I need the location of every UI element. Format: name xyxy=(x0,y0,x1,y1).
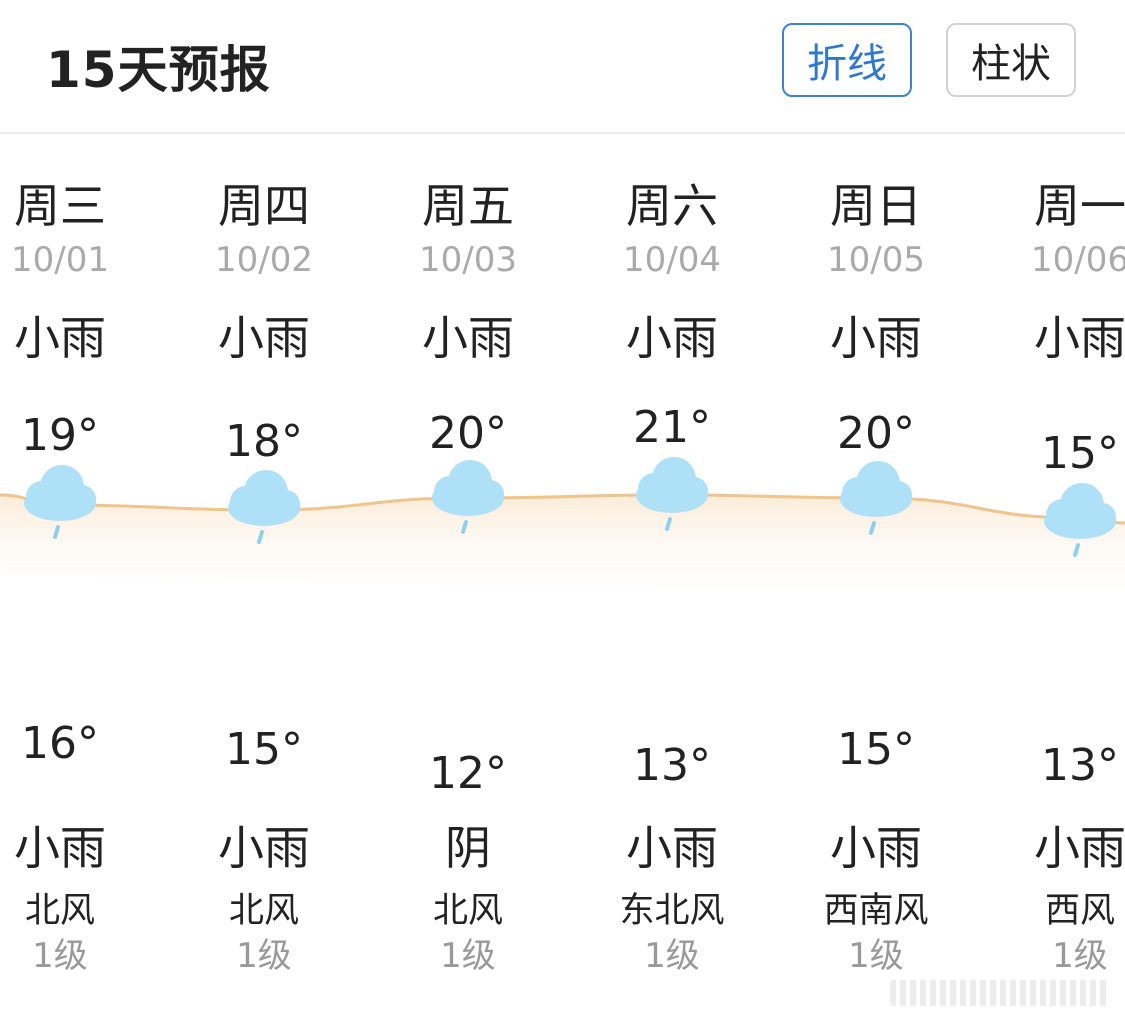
wind-direction-label: 北风 xyxy=(24,891,95,931)
day-weather-label: 小雨 xyxy=(830,311,922,365)
temperature-chart xyxy=(0,457,1125,603)
weekday-label: 周五 xyxy=(422,179,514,233)
wind-level-label: 1级 xyxy=(644,936,700,976)
bar-mode-button[interactable]: 柱状 xyxy=(946,23,1076,97)
wind-level-label: 1级 xyxy=(1052,936,1108,976)
low-temp-label: 16° xyxy=(21,718,99,769)
light-rain-icon xyxy=(840,461,912,535)
wind-direction-label: 西风 xyxy=(1044,891,1115,931)
light-rain-icon xyxy=(432,460,504,534)
wind-direction-label: 北风 xyxy=(228,891,299,931)
weekday-label: 周六 xyxy=(626,179,718,233)
low-temp-label: 13° xyxy=(1041,740,1119,791)
light-rain-icon xyxy=(636,457,708,531)
date-label: 10/06 xyxy=(1031,240,1125,280)
night-weather-label: 小雨 xyxy=(830,821,922,875)
wind-direction-label: 北风 xyxy=(432,891,503,931)
night-weather-label: 小雨 xyxy=(1034,821,1125,875)
line-mode-button[interactable]: 折线 xyxy=(782,23,912,97)
high-temp-label: 21° xyxy=(633,402,711,453)
high-temp-label: 20° xyxy=(837,408,915,459)
night-weather-label: 小雨 xyxy=(218,821,310,875)
day-weather-label: 小雨 xyxy=(422,311,514,365)
weekday-label: 周一 xyxy=(1034,179,1125,233)
light-rain-icon xyxy=(24,465,96,539)
high-temp-line xyxy=(0,493,1125,525)
day-weather-label: 小雨 xyxy=(218,311,310,365)
high-temp-label: 15° xyxy=(1041,428,1119,479)
header: 15天预报 折线 柱状 xyxy=(0,0,1125,134)
wind-level-label: 1级 xyxy=(848,936,904,976)
light-rain-icon xyxy=(1044,483,1116,557)
page-title: 15天预报 xyxy=(46,41,271,99)
night-weather-label: 小雨 xyxy=(14,821,106,875)
date-label: 10/01 xyxy=(11,240,109,280)
weekday-label: 周日 xyxy=(830,179,922,233)
low-temp-label: 13° xyxy=(633,740,711,791)
date-label: 10/03 xyxy=(419,240,517,280)
night-weather-label: 阴 xyxy=(445,821,491,875)
wind-direction-label: 东北风 xyxy=(619,891,725,931)
high-temp-label: 19° xyxy=(21,410,99,461)
weekday-label: 周三 xyxy=(14,179,106,233)
date-label: 10/02 xyxy=(215,240,313,280)
low-temp-label: 15° xyxy=(225,724,303,775)
date-label: 10/05 xyxy=(827,240,925,280)
day-weather-label: 小雨 xyxy=(626,311,718,365)
date-label: 10/04 xyxy=(623,240,721,280)
high-temp-label: 18° xyxy=(225,416,303,467)
day-weather-label: 小雨 xyxy=(1034,311,1125,365)
watermark xyxy=(890,980,1110,1006)
wind-direction-label: 西南风 xyxy=(823,891,929,931)
wind-level-label: 1级 xyxy=(440,936,496,976)
night-weather-label: 小雨 xyxy=(626,821,718,875)
wind-level-label: 1级 xyxy=(32,936,88,976)
day-weather-label: 小雨 xyxy=(14,311,106,365)
low-temp-label: 12° xyxy=(429,748,507,799)
weekday-label: 周四 xyxy=(218,179,310,233)
light-rain-icon xyxy=(228,470,300,544)
high-temp-label: 20° xyxy=(429,408,507,459)
wind-level-label: 1级 xyxy=(236,936,292,976)
low-temp-label: 15° xyxy=(837,724,915,775)
